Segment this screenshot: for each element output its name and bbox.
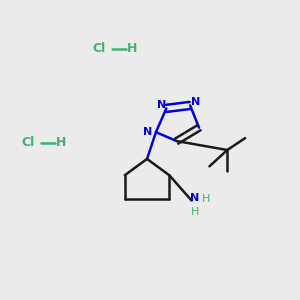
Text: Cl: Cl xyxy=(22,136,35,149)
Text: H: H xyxy=(190,207,199,218)
Text: N: N xyxy=(143,127,152,137)
Text: H: H xyxy=(202,194,211,204)
Text: H: H xyxy=(56,136,66,149)
Text: N: N xyxy=(190,193,199,203)
Text: N: N xyxy=(191,98,200,107)
Text: Cl: Cl xyxy=(93,42,106,56)
Text: H: H xyxy=(127,42,137,56)
Text: N: N xyxy=(157,100,167,110)
